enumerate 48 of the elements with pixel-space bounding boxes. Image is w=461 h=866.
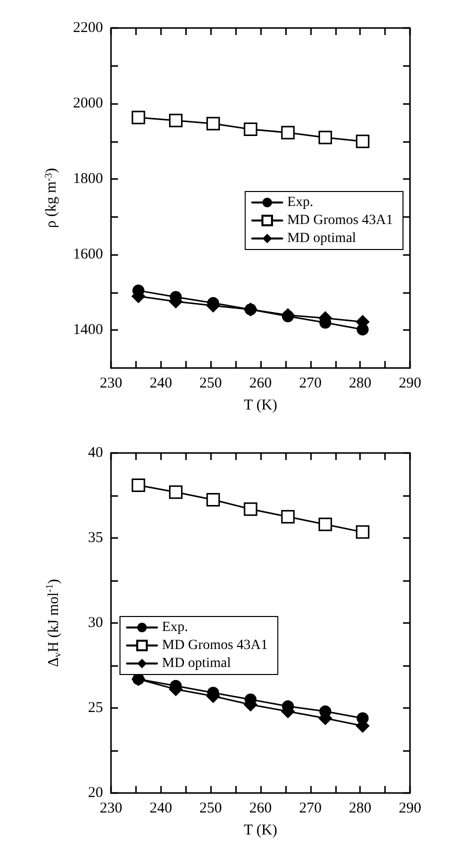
- y-axis-title: ΔvH (kJ mol-1): [44, 579, 64, 667]
- legend-label: MD optimal: [287, 231, 356, 246]
- y-tick-label: 25: [88, 700, 103, 716]
- x-axis-title: T (K): [244, 822, 278, 838]
- x-tick-label: 240: [150, 376, 172, 392]
- x-tick-label: 230: [100, 800, 122, 816]
- point: [281, 126, 295, 140]
- y-tick-label: 30: [88, 615, 103, 631]
- y-tick-label: 40: [88, 445, 103, 461]
- point: [206, 493, 220, 506]
- x-tick-label: 290: [398, 376, 422, 392]
- point: [244, 122, 258, 136]
- point: [244, 502, 258, 516]
- point: [356, 525, 370, 539]
- point: [318, 130, 332, 144]
- x-axis-title: T (K): [244, 398, 278, 414]
- point: [169, 114, 183, 128]
- x-tick-label: 270: [299, 376, 322, 392]
- x-tick-label: 230: [100, 376, 122, 392]
- point: [132, 110, 146, 124]
- x-tick-label: 260: [249, 376, 272, 392]
- point: [281, 510, 295, 524]
- y-tick-label: 20: [88, 785, 103, 801]
- point: [206, 116, 220, 130]
- x-tick-label: 250: [199, 800, 222, 816]
- x-tick-label: 280: [348, 800, 372, 816]
- legend-label: MD Gromos 43A1: [287, 213, 393, 228]
- y-tick-label: 1800: [73, 171, 103, 188]
- y-tick-label: 2000: [73, 96, 103, 112]
- point: [169, 485, 183, 499]
- y-tick-label: 2200: [73, 20, 103, 36]
- y-axis-title: ρ (kg m-3): [44, 168, 60, 228]
- point: [356, 134, 370, 148]
- x-tick-label: 290: [398, 800, 422, 816]
- point: [318, 518, 332, 532]
- point: [132, 478, 146, 492]
- x-tick-label: 280: [348, 376, 372, 392]
- legend-label: Exp.: [162, 620, 188, 635]
- x-tick-label: 260: [249, 800, 272, 816]
- x-tick-label: 270: [299, 800, 322, 816]
- y-tick-label: 35: [88, 530, 103, 546]
- legend-label: MD Gromos 43A1: [162, 638, 268, 653]
- x-tick-label: 240: [150, 800, 172, 816]
- legend-label: MD optimal: [162, 656, 231, 671]
- y-tick-label: 1600: [73, 246, 103, 263]
- x-tick-label: 250: [199, 376, 222, 392]
- y-tick-label: 1400: [73, 322, 103, 338]
- legend-label: Exp.: [287, 195, 314, 210]
